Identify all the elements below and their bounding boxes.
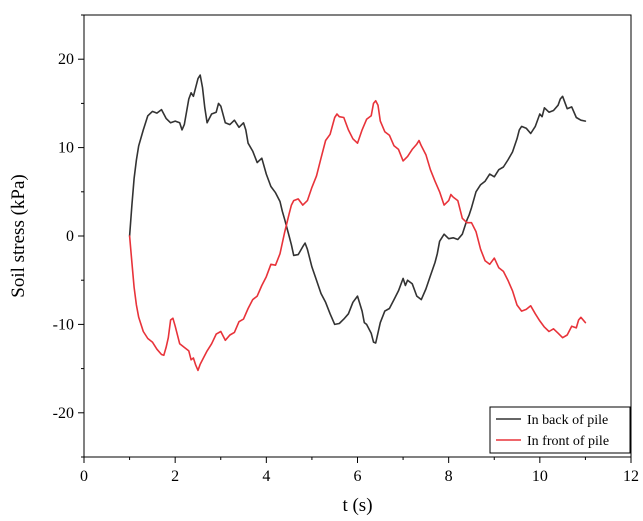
axis-ticks: 0 2 4 6 8 10 12 -20 -10 0 10 20	[53, 14, 639, 485]
x-axis-title: t (s)	[342, 495, 372, 516]
x-tick-label: 2	[171, 468, 179, 485]
series-layer	[128, 74, 587, 372]
legend-label-back: In back of pile	[527, 413, 608, 428]
x-tick-label: 6	[354, 468, 362, 485]
x-tick-label: 12	[623, 468, 639, 485]
y-tick-label: 10	[58, 140, 74, 157]
series-line-back-of-pile	[128, 74, 587, 344]
x-tick-label: 4	[262, 468, 270, 485]
y-tick-label: -20	[53, 405, 74, 422]
x-tick-label: 8	[445, 468, 453, 485]
y-axis-title: Soil stress (kPa)	[8, 174, 29, 298]
y-tick-label: -10	[53, 316, 74, 333]
series-line-front-of-pile	[128, 99, 587, 372]
x-tick-label: 0	[80, 468, 88, 485]
legend-label-front: In front of pile	[527, 434, 609, 449]
y-tick-label: 20	[58, 51, 74, 68]
plot-frame	[83, 14, 632, 458]
y-tick-label: 0	[66, 228, 74, 245]
legend-box	[489, 406, 631, 454]
x-tick-label: 10	[532, 468, 548, 485]
legend: In back of pile In front of pile	[489, 406, 631, 454]
